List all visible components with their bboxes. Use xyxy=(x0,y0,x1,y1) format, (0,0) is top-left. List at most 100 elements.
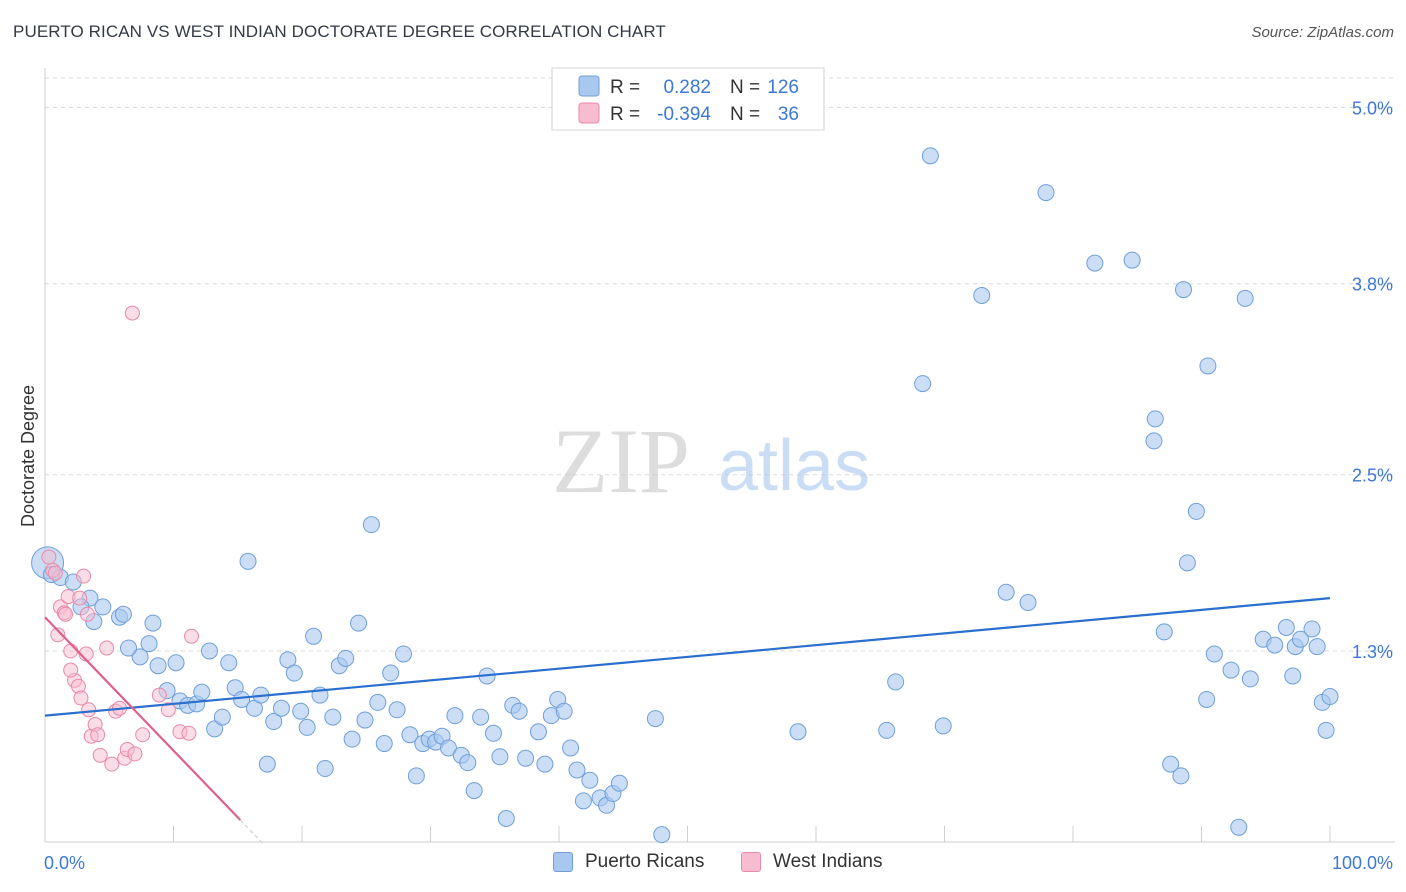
point-puerto-ricans xyxy=(324,708,342,726)
point-west-indians xyxy=(181,725,197,741)
point-puerto-ricans xyxy=(120,639,138,657)
point-puerto-ricans xyxy=(610,774,628,792)
point-puerto-ricans xyxy=(1236,289,1254,307)
point-puerto-ricans xyxy=(459,754,477,772)
point-puerto-ricans xyxy=(1317,721,1335,739)
point-puerto-ricans xyxy=(484,724,502,742)
point-puerto-ricans xyxy=(388,701,406,719)
point-puerto-ricans xyxy=(1303,620,1321,638)
point-puerto-ricans xyxy=(446,707,464,725)
x-tick-label-0: 0.0% xyxy=(44,853,85,873)
point-puerto-ricans xyxy=(1291,630,1309,648)
legend-item-west-indians[interactable]: West Indians xyxy=(741,851,882,873)
point-puerto-ricans xyxy=(653,826,671,844)
watermark-zip: ZIP xyxy=(552,410,690,512)
point-puerto-ricans xyxy=(382,664,400,682)
point-puerto-ricans xyxy=(646,710,664,728)
point-puerto-ricans xyxy=(149,657,167,675)
point-puerto-ricans xyxy=(401,726,419,744)
point-puerto-ricans xyxy=(465,782,483,800)
legend-item-puerto-ricans[interactable]: Puerto Ricans xyxy=(553,851,704,873)
y-tick-label-1: 2.5% xyxy=(1352,466,1393,486)
legend-swatch-blue xyxy=(578,75,600,97)
point-west-indians xyxy=(160,702,176,718)
point-puerto-ricans xyxy=(510,702,528,720)
point-west-indians xyxy=(73,690,89,706)
legend-label-puerto-ricans: Puerto Ricans xyxy=(585,851,705,872)
point-west-indians xyxy=(50,627,66,643)
point-west-indians xyxy=(135,727,151,743)
point-puerto-ricans xyxy=(568,761,586,779)
point-west-indians xyxy=(47,565,63,581)
point-puerto-ricans xyxy=(94,598,112,616)
point-west-indians xyxy=(99,640,115,656)
point-west-indians xyxy=(76,568,92,584)
point-puerto-ricans xyxy=(1019,594,1037,612)
point-puerto-ricans xyxy=(497,809,515,827)
swatch-pink xyxy=(741,852,761,872)
point-puerto-ricans xyxy=(1155,623,1173,641)
point-west-indians xyxy=(124,305,140,321)
point-puerto-ricans xyxy=(1230,818,1248,836)
point-puerto-ricans xyxy=(997,583,1015,601)
x-tick-labels: 0.0% 100.0% xyxy=(44,853,1393,873)
point-puerto-ricans xyxy=(285,664,303,682)
point-puerto-ricans xyxy=(316,760,334,778)
point-west-indians xyxy=(183,628,199,644)
point-puerto-ricans xyxy=(343,730,361,748)
point-puerto-ricans xyxy=(1187,502,1205,520)
point-puerto-ricans xyxy=(1308,638,1326,656)
trend-lines xyxy=(44,597,1331,845)
point-puerto-ricans xyxy=(375,735,393,753)
watermark: ZIP atlas xyxy=(552,410,870,512)
point-puerto-ricans xyxy=(298,718,316,736)
trend-line-puerto-ricans xyxy=(44,597,1331,717)
point-puerto-ricans xyxy=(789,723,807,741)
point-puerto-ricans xyxy=(193,683,211,701)
point-west-indians xyxy=(72,590,88,606)
point-puerto-ricans xyxy=(439,739,457,757)
point-puerto-ricans xyxy=(258,755,276,773)
point-puerto-ricans xyxy=(555,702,573,720)
point-puerto-ricans xyxy=(167,654,185,672)
point-west-indians xyxy=(104,756,120,772)
x-tick-label-1: 100.0% xyxy=(1332,853,1393,873)
point-puerto-ricans xyxy=(239,552,257,570)
point-puerto-ricans xyxy=(1172,767,1190,785)
legend-swatch-pink xyxy=(578,102,600,124)
legend-label-west-indians: West Indians xyxy=(773,851,883,872)
point-puerto-ricans xyxy=(337,649,355,667)
point-puerto-ricans xyxy=(1284,667,1302,685)
legend-n-value-1: 126 xyxy=(767,77,799,98)
point-puerto-ricans xyxy=(1321,688,1339,706)
point-puerto-ricans xyxy=(1199,357,1217,375)
point-puerto-ricans xyxy=(1175,281,1193,299)
legend-r-label-2: R = xyxy=(610,104,640,125)
point-west-indians xyxy=(92,747,108,763)
point-west-indians xyxy=(41,549,57,565)
point-puerto-ricans xyxy=(350,614,368,632)
point-puerto-ricans xyxy=(921,147,939,165)
point-puerto-ricans xyxy=(272,699,290,717)
trend-line-west-indians xyxy=(44,616,242,821)
legend-n-label-1: N = xyxy=(730,77,760,98)
point-puerto-ricans xyxy=(581,771,599,789)
point-puerto-ricans xyxy=(407,767,425,785)
y-tick-label-2: 3.8% xyxy=(1352,275,1393,295)
point-puerto-ricans xyxy=(878,721,896,739)
y-tick-label-3: 5.0% xyxy=(1352,98,1393,118)
point-puerto-ricans xyxy=(1086,254,1104,272)
point-puerto-ricans xyxy=(1123,251,1141,269)
swatch-blue xyxy=(553,852,573,872)
point-west-indians xyxy=(63,643,79,659)
point-puerto-ricans xyxy=(887,673,905,691)
point-puerto-ricans xyxy=(265,713,283,731)
y-tick-label-0: 1.3% xyxy=(1352,642,1393,662)
series-west-indians xyxy=(41,305,199,772)
point-puerto-ricans xyxy=(1037,184,1055,202)
point-puerto-ricans xyxy=(1178,554,1196,572)
point-puerto-ricans xyxy=(574,792,592,810)
point-puerto-ricans xyxy=(200,642,218,660)
point-puerto-ricans xyxy=(1241,670,1259,688)
